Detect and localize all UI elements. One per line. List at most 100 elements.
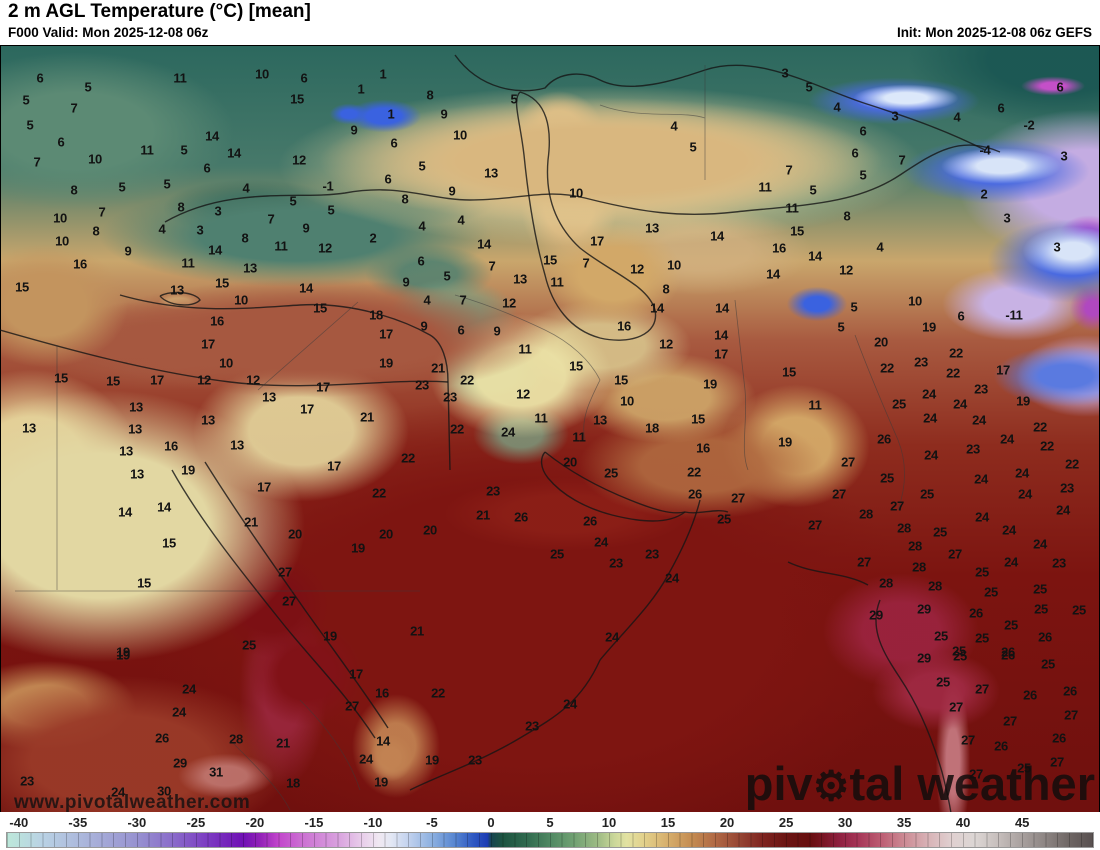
- temp-label: 7: [582, 255, 590, 271]
- temp-label: 14: [118, 504, 132, 520]
- temp-label: 25: [550, 546, 564, 562]
- temp-label: 12: [197, 372, 211, 388]
- temp-label: 8: [401, 191, 409, 207]
- temp-label: 15: [137, 575, 151, 591]
- temp-label: 18: [369, 307, 383, 323]
- temp-label: 6: [1056, 79, 1064, 95]
- temp-label: 12: [630, 261, 644, 277]
- temp-label: 17: [996, 362, 1010, 378]
- temp-label: 5: [809, 182, 817, 198]
- temp-label: 19: [116, 647, 130, 663]
- colorbar-tick-label: -25: [186, 815, 206, 830]
- temp-label: 13: [170, 282, 184, 298]
- temp-label: 19: [379, 355, 393, 371]
- temp-label: 14: [477, 236, 491, 252]
- temp-label: 23: [415, 377, 429, 393]
- temp-label: 17: [379, 326, 393, 342]
- temp-label: 17: [201, 336, 215, 352]
- colorbar-tick-label: -15: [304, 815, 324, 830]
- temp-label: 25: [717, 511, 731, 527]
- site-url-watermark: www.pivotalweather.com: [14, 792, 251, 813]
- colorbar-segment-lines: [7, 833, 1093, 847]
- temp-label: 8: [843, 208, 851, 224]
- temp-label: 17: [316, 379, 330, 395]
- temp-label: 25: [920, 486, 934, 502]
- temp-label: 19: [374, 774, 388, 790]
- temp-label: 7: [785, 162, 793, 178]
- temp-label: 28: [928, 578, 942, 594]
- colorbar-tick-label: 15: [660, 815, 676, 830]
- temp-label: 14: [205, 128, 219, 144]
- temp-label: 11: [785, 200, 799, 216]
- temp-label: 11: [550, 274, 564, 290]
- temp-label: 5: [22, 92, 30, 108]
- temp-label: 4: [833, 99, 841, 115]
- temp-label: 27: [949, 699, 963, 715]
- temp-label: 25: [952, 643, 966, 659]
- temp-label: 24: [975, 509, 989, 525]
- temp-label: 14: [766, 266, 780, 282]
- temp-label: 26: [994, 738, 1008, 754]
- temp-label: 21: [476, 507, 490, 523]
- temp-label: 28: [912, 559, 926, 575]
- temp-label: 15: [162, 535, 176, 551]
- temp-label: 21: [431, 360, 445, 376]
- temp-label: 13: [128, 421, 142, 437]
- temp-label: 17: [257, 479, 271, 495]
- temp-label: 7: [488, 258, 496, 274]
- temp-label: 4: [423, 292, 431, 308]
- temp-label: 14: [650, 300, 664, 316]
- temp-label: 6: [417, 253, 425, 269]
- temp-label: 6: [851, 145, 859, 161]
- colorbar-tick-label: -10: [363, 815, 383, 830]
- temp-label: 4: [418, 218, 426, 234]
- temp-label: 4: [670, 118, 678, 134]
- temp-label: 17: [349, 666, 363, 682]
- temp-label: 20: [563, 454, 577, 470]
- temp-label: 22: [450, 421, 464, 437]
- temp-label: 27: [1003, 713, 1017, 729]
- temp-label: 17: [590, 233, 604, 249]
- temp-label: 10: [255, 66, 269, 82]
- temp-label: 24: [924, 447, 938, 463]
- temp-label: 3: [781, 65, 789, 81]
- temp-label: 16: [375, 685, 389, 701]
- temp-label: 27: [841, 454, 855, 470]
- temp-label: 12: [318, 240, 332, 256]
- temp-label: 6: [203, 160, 211, 176]
- temp-label: 26: [688, 486, 702, 502]
- temp-label: 3: [196, 222, 204, 238]
- temp-label: 27: [890, 498, 904, 514]
- temp-label: 25: [880, 470, 894, 486]
- temp-label: 12: [839, 262, 853, 278]
- temp-label: 24: [182, 681, 196, 697]
- temp-label: 11: [572, 429, 586, 445]
- temp-label: 24: [172, 704, 186, 720]
- temp-label: 27: [832, 486, 846, 502]
- temp-label: 30: [157, 783, 171, 799]
- temp-label: 31: [209, 764, 223, 780]
- temp-label: 13: [645, 220, 659, 236]
- temp-label: 9: [420, 318, 428, 334]
- temp-label: 25: [892, 396, 906, 412]
- temp-label: 13: [513, 271, 527, 287]
- temp-label: 10: [667, 257, 681, 273]
- temp-label: 13: [593, 412, 607, 428]
- temp-label: 5: [327, 202, 335, 218]
- temp-label: 22: [946, 365, 960, 381]
- temp-label: 11: [534, 410, 548, 426]
- page-title: 2 m AGL Temperature (°C) [mean]: [8, 1, 311, 22]
- colorbar-tick-label: 10: [601, 815, 617, 830]
- temp-label: 26: [877, 431, 891, 447]
- temp-label: 12: [502, 295, 516, 311]
- temp-label: 23: [20, 773, 34, 789]
- temp-label: 17: [714, 346, 728, 362]
- temp-label: 9: [440, 106, 448, 122]
- temp-label: 8: [426, 87, 434, 103]
- temp-label: 19: [922, 319, 936, 335]
- temp-label: 24: [974, 471, 988, 487]
- temp-label: 3: [214, 203, 222, 219]
- temp-label: 14: [376, 733, 390, 749]
- temp-label: 10: [908, 293, 922, 309]
